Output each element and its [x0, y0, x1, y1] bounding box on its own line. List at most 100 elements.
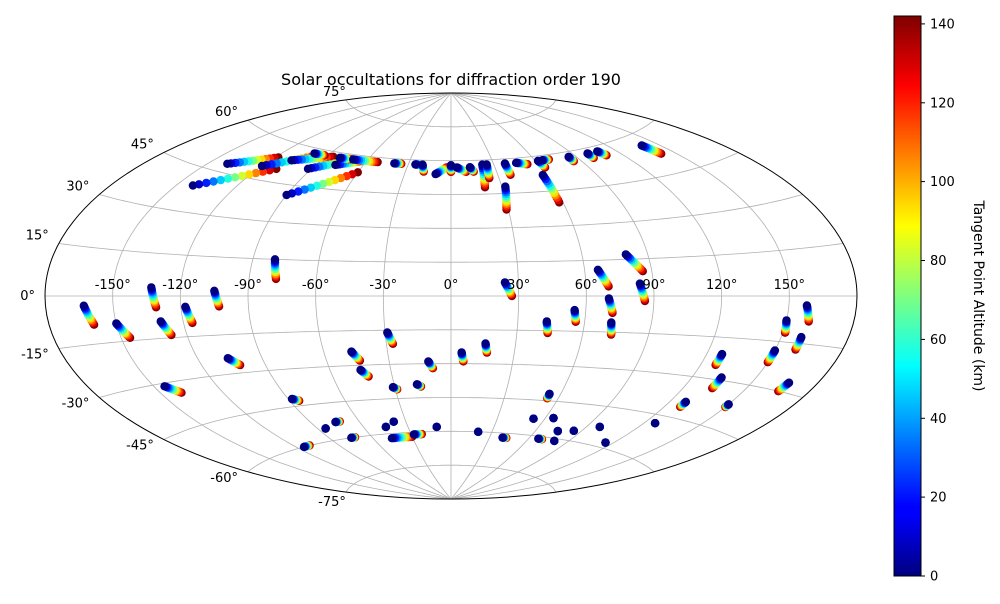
occultation-point — [257, 161, 267, 171]
occultation-point — [681, 397, 691, 406]
parallel-line — [99, 363, 803, 398]
colorbar-tick-label: 60 — [930, 333, 947, 348]
occultation-point — [595, 422, 604, 432]
parallel-line — [58, 329, 844, 349]
lat-tick-label: -45° — [126, 439, 154, 454]
occultation-point — [282, 190, 291, 200]
occultation-point — [331, 417, 340, 427]
occultation-point — [457, 348, 466, 357]
occultation-point — [770, 346, 780, 355]
occultation-point — [802, 301, 812, 310]
occultation-point — [387, 434, 397, 443]
occultation-point — [244, 170, 254, 179]
occultation-point — [601, 438, 610, 447]
occultation-point — [270, 255, 280, 264]
occultation-point — [474, 427, 483, 436]
chart-title: Solar occultations for diffraction order… — [281, 70, 621, 89]
lat-tick-label: 45° — [131, 138, 154, 153]
occultation-point — [593, 265, 603, 274]
occultation-point — [303, 164, 313, 173]
lon-tick-label: 60° — [575, 278, 598, 293]
lon-tick-label: -150° — [95, 278, 131, 293]
axis-ticks: -150° -120° -90° -60° -30° 0° 30° 60° 90° 120° 150… — [20, 85, 805, 510]
occultation-point — [569, 426, 578, 435]
colorbar-tick-label: 0 — [930, 570, 938, 585]
occultation-point — [383, 328, 392, 337]
lon-tick-label: 120° — [706, 278, 737, 293]
occultation-point — [347, 347, 356, 356]
occultation-point — [481, 339, 490, 348]
occultation-point — [538, 170, 547, 180]
occultation-point — [418, 160, 427, 169]
occultation-point — [412, 380, 422, 389]
lat-tick-label: -75° — [318, 495, 346, 510]
occultation-point — [210, 286, 219, 295]
occultation-point — [500, 278, 510, 287]
occultation-point — [181, 302, 190, 311]
parallel-line — [163, 397, 739, 440]
lon-tick-label: -60° — [302, 278, 330, 293]
occultation-point — [550, 436, 559, 446]
occultation-point — [797, 332, 806, 342]
colorbar-tick-label: 40 — [930, 412, 947, 427]
occultation-point — [570, 305, 579, 315]
map-boundary — [44, 92, 858, 500]
occultation-point — [500, 159, 510, 168]
parallel-line — [345, 464, 557, 493]
lat-tick-label: -15° — [21, 348, 49, 363]
occultation-point — [717, 373, 726, 382]
occultation-point — [511, 158, 521, 167]
occultation-point — [223, 159, 232, 168]
occultation-point — [79, 301, 89, 310]
occultation-point — [452, 163, 461, 172]
colorbar: 0 20 40 60 80 100 120 140 Tangent Point Altitud… — [893, 15, 986, 585]
occultation-point — [147, 283, 156, 292]
occultation-point — [388, 383, 398, 392]
occultation-point — [465, 163, 475, 172]
occultation-point — [223, 354, 232, 363]
occultation-point — [287, 394, 297, 404]
occultation-point — [553, 426, 562, 436]
occultation-point — [784, 378, 794, 387]
occultation-point — [331, 160, 340, 170]
occultation-point — [498, 433, 507, 442]
colorbar-label: Tangent Point Altitude (km) — [970, 199, 986, 391]
lat-tick-label: 30° — [66, 180, 89, 195]
occultation-point — [160, 382, 169, 391]
lat-tick-label: 0° — [20, 289, 35, 304]
occultation-point — [409, 430, 419, 439]
occultation-point — [188, 181, 198, 190]
occultation-point — [564, 152, 573, 161]
occultation-point — [604, 294, 614, 303]
occultation-point — [635, 279, 645, 288]
colorbar-tick-label: 20 — [930, 491, 947, 506]
occultation-point — [202, 178, 211, 188]
occultation-point — [287, 156, 296, 165]
occultation-point — [529, 414, 538, 423]
colorbar-tick-label: 100 — [930, 175, 955, 190]
occultation-point — [593, 147, 602, 156]
occultation-point — [335, 153, 345, 162]
occultation-point — [156, 317, 165, 326]
occultation-point — [389, 417, 398, 426]
occultation-point — [501, 182, 510, 191]
occultation-point — [209, 177, 218, 186]
lon-tick-label: 150° — [774, 278, 805, 293]
lon-tick-label: -90° — [234, 278, 262, 293]
parallel-line — [247, 119, 655, 162]
occultation-point — [112, 319, 121, 328]
occultation-point — [583, 149, 592, 158]
occultation-point — [549, 413, 558, 423]
colorbar-ticks: 0 20 40 60 80 100 120 140 — [921, 17, 955, 585]
occultation-point — [390, 159, 399, 168]
data-points — [79, 141, 813, 452]
occultation-point — [347, 433, 356, 442]
lat-tick-label: -60° — [210, 471, 238, 486]
occultation-point — [299, 442, 309, 452]
occultation-point — [294, 187, 303, 196]
lat-tick-label: 75° — [323, 85, 346, 100]
occultation-point — [537, 156, 547, 165]
occultation-point — [411, 160, 420, 169]
colorbar-gradient — [893, 15, 922, 577]
